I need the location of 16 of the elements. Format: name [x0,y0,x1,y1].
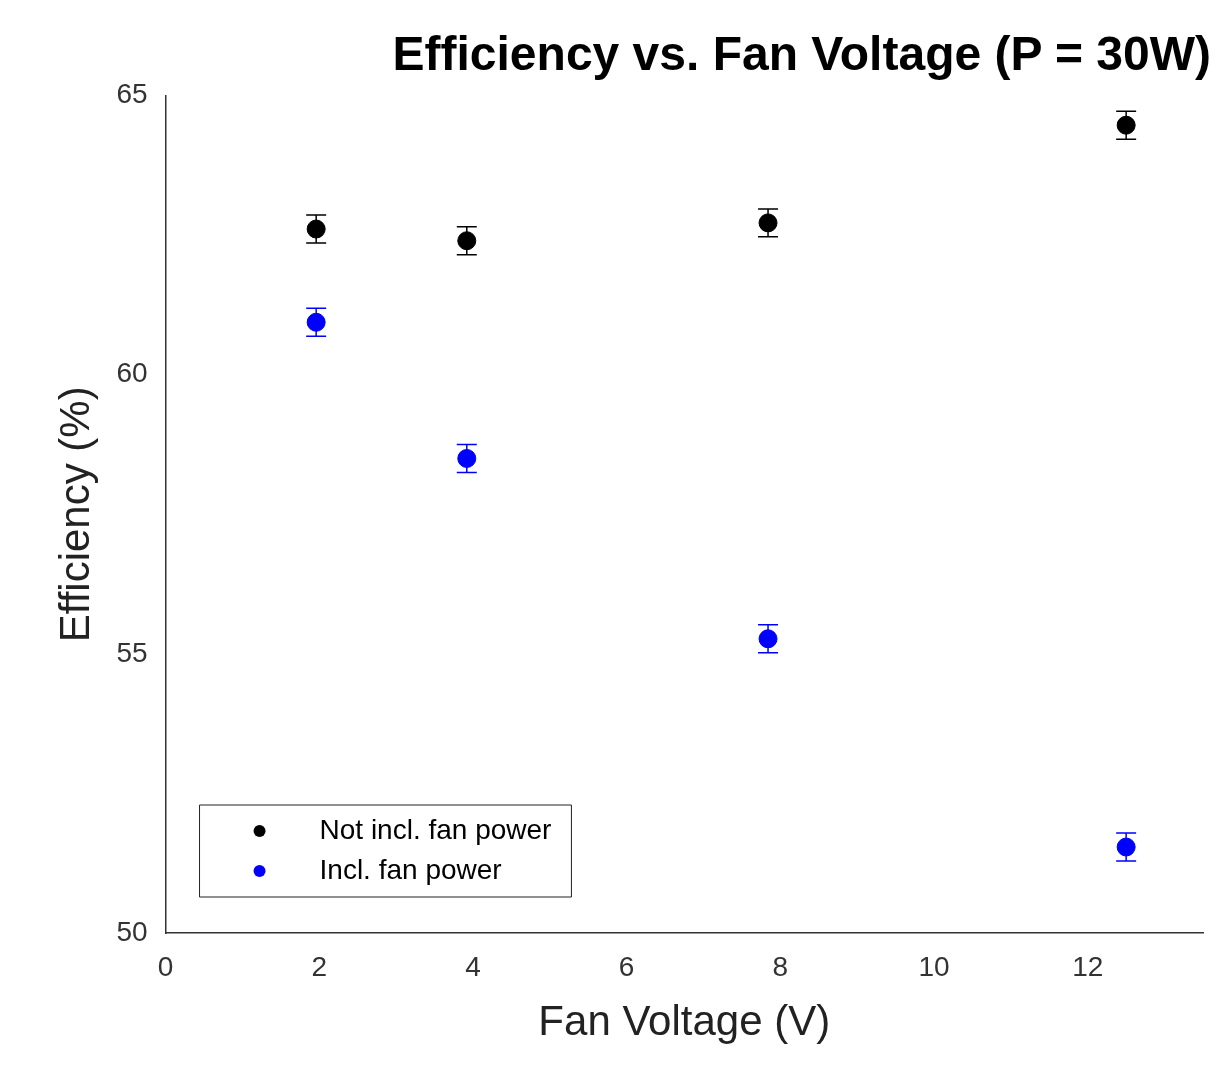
legend-label: Incl. fan power [319,853,502,885]
x-tick-label: 2 [311,950,328,982]
x-tick-label: 8 [772,950,789,982]
x-tick-label: 4 [465,950,481,982]
chart-title: Efficiency vs. Fan Voltage (P = 30W) [392,27,1211,81]
x-tick-label: 12 [1072,950,1104,982]
x-tick-label: 0 [157,950,174,982]
x-axis-title: Fan Voltage (V) [538,997,831,1045]
legend-label: Not incl. fan power [319,813,552,845]
y-tick-label: 50 [116,915,148,947]
y-axis-title: Efficiency (%) [50,386,98,643]
x-tick-label: 10 [918,950,950,982]
y-tick-label: 55 [116,636,148,668]
x-tick-label: 6 [618,950,635,982]
y-tick-label: 60 [116,357,148,389]
y-tick-label: 65 [116,78,148,110]
